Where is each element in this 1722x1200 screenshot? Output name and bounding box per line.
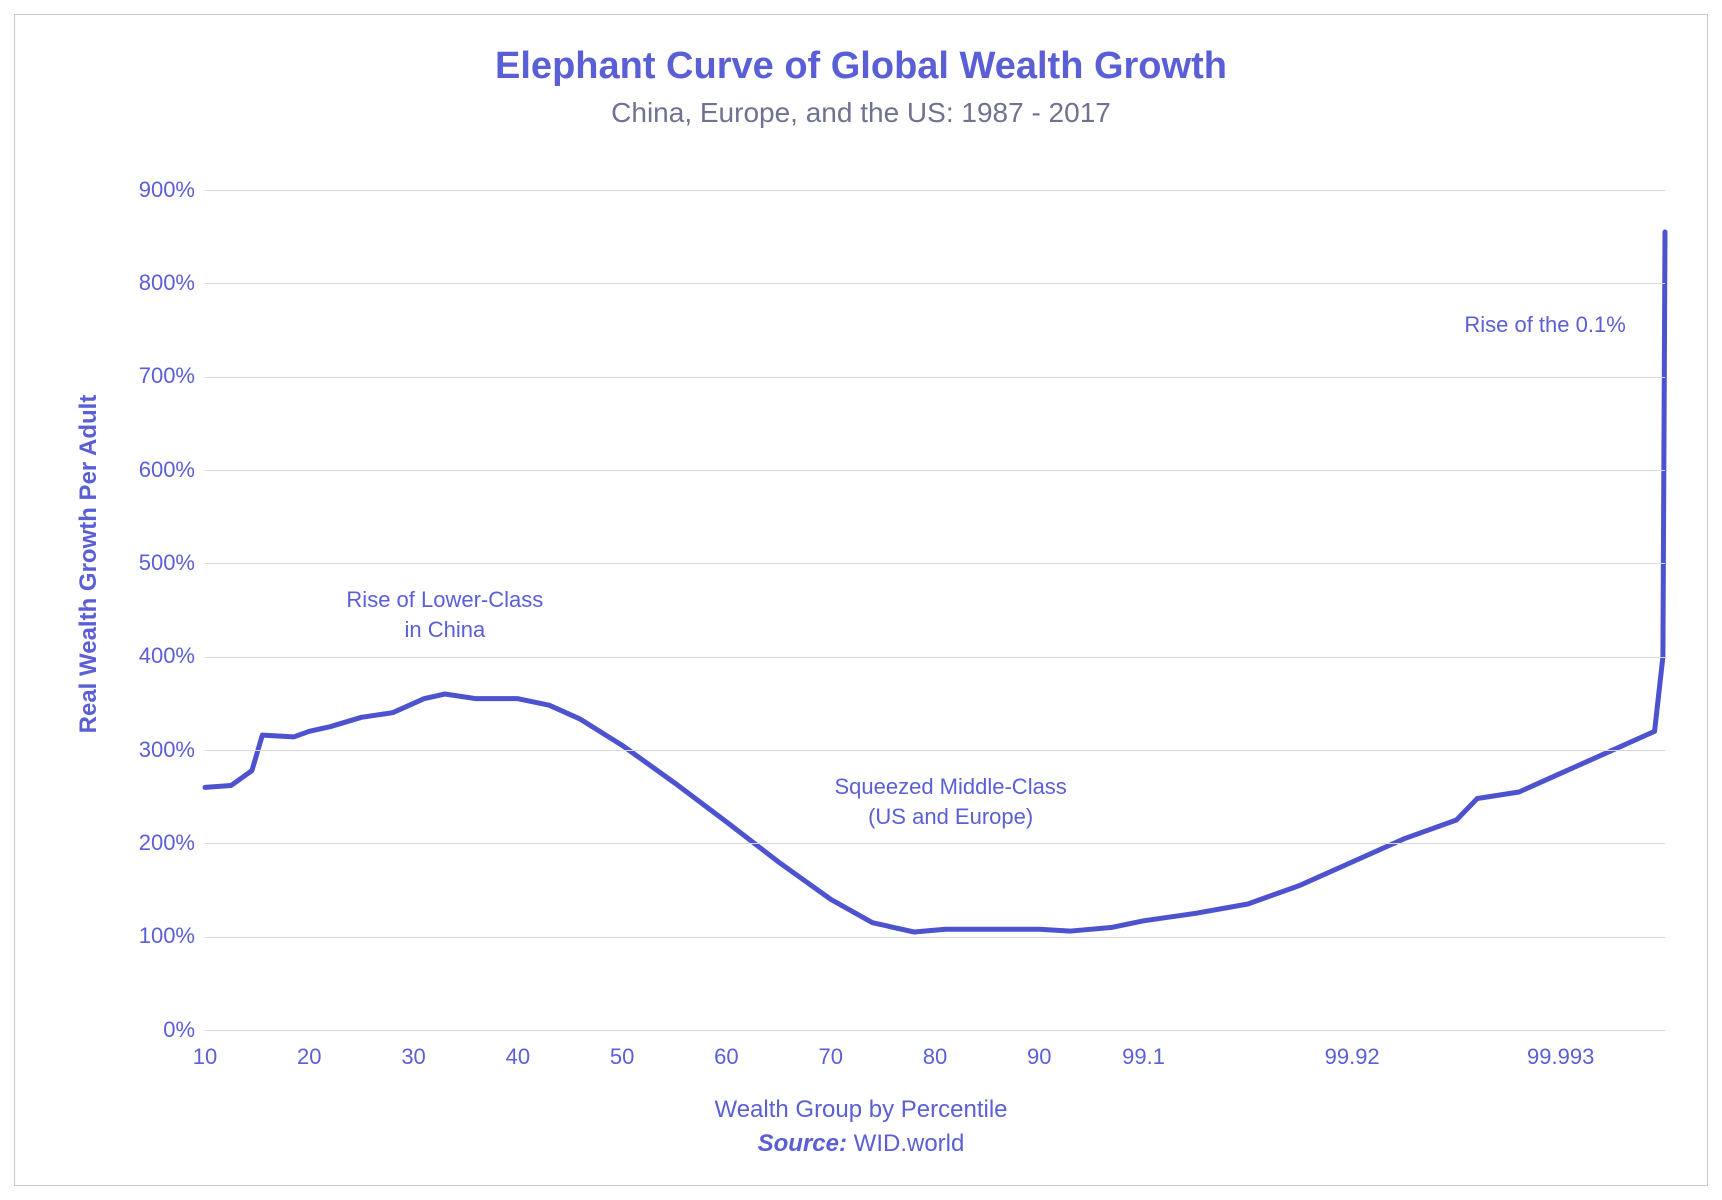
ytick-label: 400%	[115, 643, 195, 669]
chart-annotation: Squeezed Middle-Class (US and Europe)	[811, 772, 1091, 831]
xtick-label: 99.1	[1099, 1044, 1189, 1070]
chart-annotation: Rise of the 0.1%	[1405, 310, 1685, 340]
gridline	[205, 283, 1665, 284]
chart-frame: Elephant Curve of Global Wealth Growth C…	[14, 14, 1708, 1186]
xtick-label: 90	[994, 1044, 1084, 1070]
gridline	[205, 377, 1665, 378]
xtick-label: 60	[681, 1044, 771, 1070]
ytick-label: 100%	[115, 923, 195, 949]
gridline	[205, 190, 1665, 191]
ytick-label: 500%	[115, 550, 195, 576]
xtick-label: 10	[160, 1044, 250, 1070]
xtick-label: 30	[369, 1044, 459, 1070]
xtick-label: 40	[473, 1044, 563, 1070]
gridline	[205, 657, 1665, 658]
gridline	[205, 563, 1665, 564]
gridline	[205, 750, 1665, 751]
gridline	[205, 937, 1665, 938]
source-value: WID.world	[847, 1130, 964, 1157]
source-label: Source:	[758, 1130, 847, 1157]
xtick-label: 70	[786, 1044, 876, 1070]
xtick-label: 99.993	[1516, 1044, 1606, 1070]
chart-subtitle: China, Europe, and the US: 1987 - 2017	[15, 97, 1707, 129]
gridline	[205, 843, 1665, 844]
ytick-label: 800%	[115, 270, 195, 296]
ytick-label: 300%	[115, 737, 195, 763]
gridline	[205, 1030, 1665, 1031]
xtick-label: 99.92	[1307, 1044, 1397, 1070]
gridline	[205, 470, 1665, 471]
chart-ylabel: Real Wealth Growth Per Adult	[75, 333, 103, 795]
chart-annotation: Rise of Lower-Class in China	[305, 585, 585, 644]
ytick-label: 700%	[115, 363, 195, 389]
chart-source: Source: WID.world	[15, 1130, 1707, 1158]
ytick-label: 600%	[115, 457, 195, 483]
plot-area: 0%100%200%300%400%500%600%700%800%900%10…	[205, 190, 1665, 1030]
ytick-label: 200%	[115, 830, 195, 856]
xtick-label: 20	[264, 1044, 354, 1070]
xtick-label: 80	[890, 1044, 980, 1070]
ytick-label: 0%	[115, 1017, 195, 1043]
chart-xlabel: Wealth Group by Percentile	[15, 1096, 1707, 1124]
xtick-label: 50	[577, 1044, 667, 1070]
ytick-label: 900%	[115, 177, 195, 203]
chart-title: Elephant Curve of Global Wealth Growth	[15, 45, 1707, 88]
